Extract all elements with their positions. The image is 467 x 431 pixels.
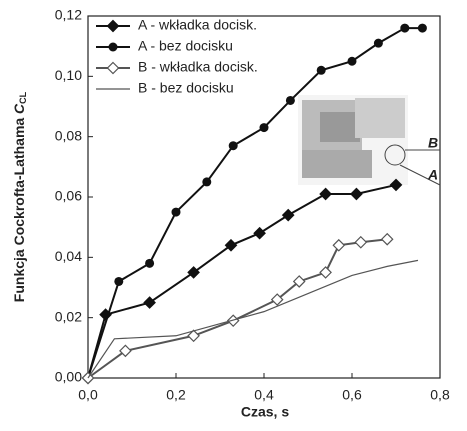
legend-label: A - wkładka docisk. [138, 17, 257, 33]
inset-diagram: B A [298, 95, 440, 185]
chart: B A Czas, s Funkcja Cockrofta-Lathama CC… [0, 0, 467, 426]
x-tick-label: 0,4 [254, 387, 274, 403]
marker [348, 57, 357, 66]
marker [286, 96, 295, 105]
x-tick-label: 0,6 [342, 387, 362, 403]
marker [229, 141, 238, 150]
x-tick-label: 0,2 [166, 387, 186, 403]
inset-part [302, 150, 372, 178]
y-axis-subscript: CL [18, 91, 28, 103]
legend-label: B - wkładka docisk. [138, 59, 258, 75]
y-tick-label: 0,10 [55, 67, 82, 83]
series-line [88, 260, 418, 378]
x-axis-label: Czas, s [241, 404, 289, 420]
x-tick-label: 0,0 [78, 387, 98, 403]
marker [254, 228, 265, 239]
series-line [88, 239, 387, 378]
inset-part [355, 98, 405, 138]
annotation: A [427, 167, 438, 183]
marker [320, 267, 331, 278]
marker [400, 24, 409, 33]
x-tick-label: 0,8 [430, 387, 450, 403]
legend-label: B - bez docisku [138, 80, 234, 96]
legend-marker [108, 63, 119, 74]
marker [260, 123, 269, 132]
y-axis-label: Funkcja Cockrofta-Lathama CCL [11, 91, 29, 302]
marker [320, 188, 331, 199]
marker [355, 237, 366, 248]
y-tick-label: 0,06 [55, 188, 82, 204]
marker [351, 188, 362, 199]
y-axis-label-text: Funkcja Cockrofta-Lathama [11, 118, 27, 303]
marker [374, 39, 383, 48]
legend-marker [108, 21, 119, 32]
y-tick-label: 0,02 [55, 308, 82, 324]
marker [172, 208, 181, 217]
marker [145, 259, 154, 268]
marker [283, 210, 294, 221]
y-tick-label: 0,08 [55, 127, 82, 143]
page: {"chart_data": {"type": "line", "xlabel"… [0, 0, 467, 431]
y-tick-label: 0,04 [55, 248, 82, 264]
marker [418, 24, 427, 33]
marker [333, 240, 344, 251]
legend-label: A - bez docisku [138, 38, 233, 54]
marker [114, 277, 123, 286]
y-tick-label: 0,00 [55, 369, 82, 385]
annotation: B [428, 135, 438, 151]
y-tick-label: 0,12 [55, 7, 82, 23]
legend-marker [109, 43, 118, 52]
marker [317, 66, 326, 75]
marker [382, 234, 393, 245]
inset-part [320, 112, 360, 142]
marker [202, 177, 211, 186]
